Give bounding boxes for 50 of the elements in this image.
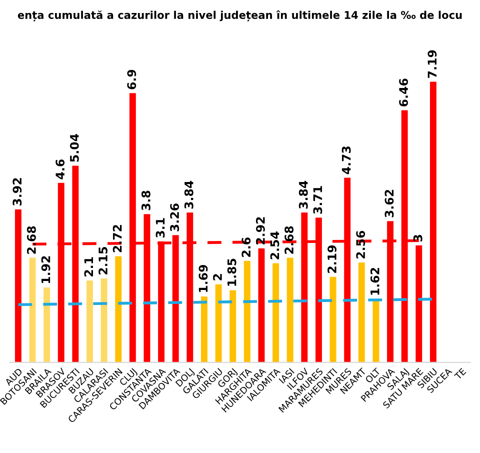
data-label: 2.56 (356, 230, 366, 258)
bar (215, 284, 222, 362)
data-label: 6.9 (127, 70, 136, 90)
bar (258, 248, 265, 362)
bar (416, 245, 422, 362)
data-label: 3 (413, 234, 422, 242)
data-label: 4.73 (342, 146, 351, 174)
data-label: 3.92 (12, 178, 22, 206)
bar (272, 263, 279, 362)
data-label: 5.04 (70, 134, 79, 162)
data-label: 2.68 (26, 226, 36, 254)
data-label: 3.71 (313, 186, 322, 214)
bar (230, 290, 236, 362)
data-label: 4.6 (56, 159, 65, 180)
data-label: 1.92 (41, 256, 50, 284)
data-label: 6.46 (399, 78, 408, 106)
bar (244, 260, 250, 362)
bar (86, 280, 93, 362)
data-label: 1.85 (227, 258, 236, 286)
bar (358, 262, 365, 362)
bar (330, 276, 336, 362)
data-label: 1.69 (198, 264, 208, 292)
bar (201, 296, 208, 362)
data-label: 2.6 (242, 238, 251, 257)
chart-title: ența cumulată a cazurilor la nivel județean în ultimele 14 zile la ‰ de locu (18, 10, 462, 22)
data-label: 2.1 (84, 257, 93, 276)
bar (372, 299, 380, 362)
data-label: 2.19 (328, 245, 336, 273)
data-label: 7.19 (428, 50, 437, 78)
data-label: 2.54 (270, 232, 280, 260)
bar (44, 287, 50, 362)
data-label: 2.15 (98, 247, 108, 274)
data-label: 2.92 (256, 217, 265, 244)
data-label: 2.68 (284, 226, 294, 254)
bar (100, 278, 108, 362)
data-label: 3.1 (156, 218, 165, 238)
x-tick-label: TE (454, 368, 466, 380)
data-label: 3.8 (141, 190, 150, 210)
bar (430, 82, 436, 362)
data-label: 2.72 (112, 225, 122, 252)
data-label: 3.62 (384, 190, 394, 218)
data-label: 1.62 (370, 268, 380, 295)
data-label: 3.26 (170, 204, 180, 232)
bar (115, 256, 122, 362)
data-label: 2 (213, 274, 222, 280)
bar (29, 258, 36, 362)
data-label: 3.84 (184, 180, 194, 209)
data-label: 3.84 (298, 180, 308, 209)
bar (14, 209, 22, 362)
bar (286, 258, 294, 362)
